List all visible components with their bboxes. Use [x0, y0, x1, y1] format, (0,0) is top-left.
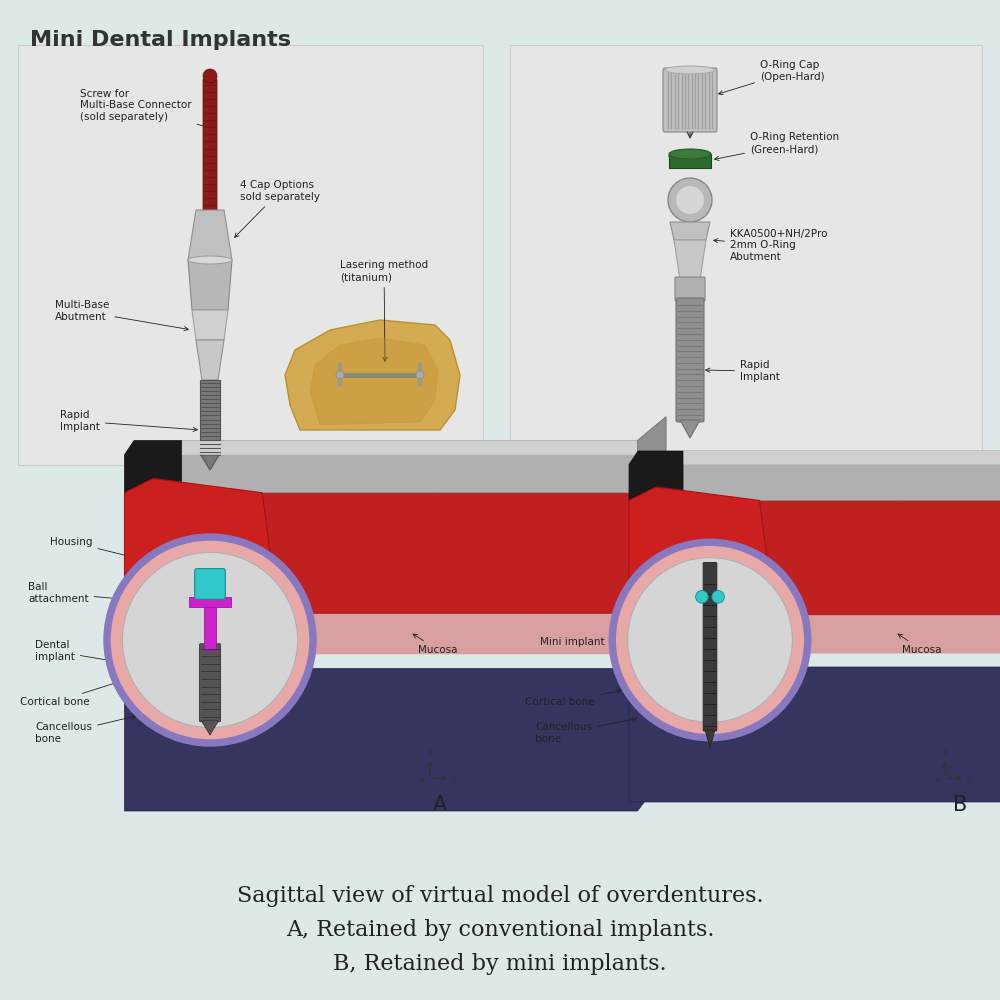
Text: Housing: Housing: [555, 537, 671, 570]
Ellipse shape: [628, 558, 792, 722]
Text: O-Ring Cap
(Open-Hard): O-Ring Cap (Open-Hard): [719, 60, 825, 95]
Polygon shape: [705, 730, 715, 748]
Polygon shape: [201, 455, 219, 470]
Polygon shape: [188, 210, 232, 260]
FancyBboxPatch shape: [203, 79, 217, 211]
Text: KKA0500+NH/2Pro
2mm O-Ring
Abutment: KKA0500+NH/2Pro 2mm O-Ring Abutment: [714, 229, 828, 262]
Text: Multi-Base
Abutment: Multi-Base Abutment: [55, 300, 188, 331]
Text: B, Retained by mini implants.: B, Retained by mini implants.: [333, 953, 667, 975]
Text: y: y: [452, 775, 456, 784]
Polygon shape: [670, 222, 710, 240]
Polygon shape: [638, 469, 666, 613]
Ellipse shape: [122, 552, 298, 728]
Text: B: B: [953, 795, 967, 815]
Polygon shape: [683, 428, 1000, 464]
FancyBboxPatch shape: [195, 569, 225, 599]
Polygon shape: [202, 721, 218, 735]
Ellipse shape: [665, 66, 715, 74]
Text: x: x: [420, 775, 424, 784]
Circle shape: [676, 186, 704, 214]
FancyBboxPatch shape: [703, 562, 717, 731]
Text: x: x: [934, 775, 940, 784]
Text: Rapid
Implant: Rapid Implant: [60, 410, 197, 432]
Polygon shape: [124, 479, 274, 613]
Text: A: A: [433, 795, 447, 815]
FancyBboxPatch shape: [18, 45, 483, 465]
Polygon shape: [182, 417, 666, 455]
FancyBboxPatch shape: [189, 597, 231, 607]
Polygon shape: [680, 420, 700, 438]
Text: Screw for
Multi-Base Connector
(sold separately): Screw for Multi-Base Connector (sold sep…: [80, 89, 212, 130]
Polygon shape: [629, 451, 683, 500]
Polygon shape: [182, 417, 666, 493]
Polygon shape: [683, 428, 1000, 500]
Text: Cortical bone: Cortical bone: [20, 680, 121, 707]
Ellipse shape: [669, 149, 711, 159]
Text: Ball
attachment: Ball attachment: [28, 582, 181, 606]
Circle shape: [416, 371, 424, 379]
Text: Housing: Housing: [50, 537, 181, 570]
Text: Mucosa: Mucosa: [898, 634, 942, 655]
Ellipse shape: [669, 151, 711, 161]
Ellipse shape: [188, 256, 232, 264]
Polygon shape: [124, 440, 182, 493]
Text: Denture
tooth: Denture tooth: [883, 470, 962, 509]
Polygon shape: [638, 417, 666, 493]
Polygon shape: [144, 469, 666, 613]
Text: y: y: [966, 775, 972, 784]
Text: Lasering method
(titanium): Lasering method (titanium): [340, 260, 428, 361]
Circle shape: [336, 371, 344, 379]
FancyBboxPatch shape: [200, 644, 220, 722]
Ellipse shape: [616, 546, 804, 734]
Polygon shape: [124, 590, 666, 654]
Polygon shape: [629, 487, 770, 615]
Text: Mini Dental Implants: Mini Dental Implants: [30, 30, 291, 50]
Ellipse shape: [110, 540, 310, 740]
Text: Rapid
Implant: Rapid Implant: [706, 360, 780, 382]
Polygon shape: [629, 649, 1000, 802]
Polygon shape: [188, 260, 232, 310]
Polygon shape: [285, 320, 460, 430]
Text: Denture
base: Denture base: [904, 550, 972, 572]
Polygon shape: [647, 478, 1000, 615]
Circle shape: [712, 590, 724, 603]
Text: Mucosa: Mucosa: [413, 634, 458, 655]
FancyBboxPatch shape: [669, 154, 711, 168]
Text: Sagittal view of virtual model of overdentures.: Sagittal view of virtual model of overde…: [237, 885, 763, 907]
Text: Mini implant: Mini implant: [540, 637, 691, 661]
FancyBboxPatch shape: [676, 298, 704, 422]
Text: 4 Cap Options
sold separately: 4 Cap Options sold separately: [235, 180, 320, 237]
Text: O-Ring Retention
(Green-Hard): O-Ring Retention (Green-Hard): [715, 132, 839, 160]
Text: Denture
base: Denture base: [434, 550, 497, 572]
Polygon shape: [310, 338, 438, 425]
Text: Cancellous
bone: Cancellous bone: [35, 715, 136, 744]
FancyBboxPatch shape: [510, 45, 982, 465]
Text: Dental
implant: Dental implant: [35, 640, 191, 676]
Polygon shape: [629, 592, 1000, 654]
Circle shape: [668, 178, 712, 222]
Text: Cancellous
bone: Cancellous bone: [535, 717, 636, 744]
Text: z: z: [943, 747, 947, 756]
Text: Cortical bone: Cortical bone: [525, 689, 621, 707]
Text: z: z: [428, 747, 432, 756]
Text: Denture
tooth: Denture tooth: [393, 470, 482, 509]
Text: A, Retained by conventional implants.: A, Retained by conventional implants.: [286, 919, 714, 941]
Polygon shape: [674, 240, 706, 280]
Polygon shape: [200, 380, 220, 455]
FancyBboxPatch shape: [663, 68, 717, 132]
Polygon shape: [124, 650, 666, 811]
FancyBboxPatch shape: [675, 277, 705, 301]
Circle shape: [203, 69, 217, 83]
Polygon shape: [192, 310, 228, 340]
FancyBboxPatch shape: [204, 569, 216, 650]
Polygon shape: [196, 340, 224, 380]
Circle shape: [696, 590, 708, 603]
